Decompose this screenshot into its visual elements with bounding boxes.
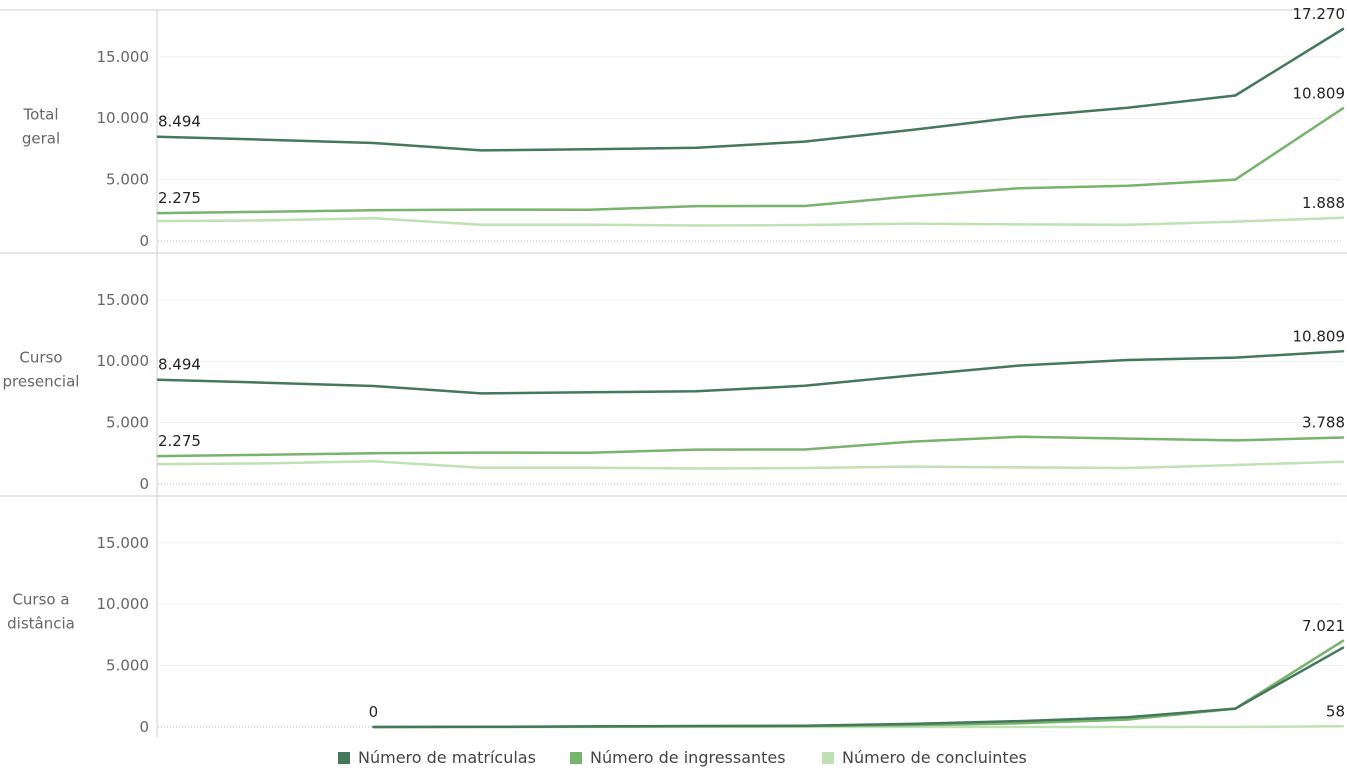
data-label: 10.809 [1293, 84, 1346, 102]
row-label: Curso a [12, 591, 69, 609]
data-label: 1.888 [1302, 194, 1345, 212]
series-line-ingressantes [372, 639, 1345, 729]
data-label: 7.021 [1302, 617, 1345, 635]
y-tick-label: 10.000 [97, 595, 150, 613]
y-tick-label: 15.000 [97, 291, 150, 309]
data-label: 8.494 [158, 356, 201, 374]
data-label: 0 [369, 703, 379, 721]
data-label: 2.275 [158, 432, 201, 450]
legend-swatch-ingressantes [570, 752, 582, 764]
data-label: 17.270 [1293, 5, 1346, 23]
y-tick-label: 5.000 [106, 657, 149, 675]
y-tick-label: 0 [139, 232, 149, 250]
y-tick-label: 10.000 [97, 352, 150, 370]
y-tick-label: 15.000 [97, 48, 150, 66]
row-label: distância [7, 615, 75, 633]
series-line-matriculas [156, 27, 1345, 152]
series-line-matriculas [156, 350, 1345, 395]
y-tick-label: 5.000 [106, 414, 149, 432]
row-label: Curso [19, 349, 62, 367]
y-tick-label: 0 [139, 475, 149, 493]
y-tick-label: 10.000 [97, 109, 150, 127]
legend-label-matriculas: Número de matrículas [358, 748, 536, 767]
series-line-concluintes [156, 460, 1345, 470]
series-line-ingressantes [156, 435, 1345, 458]
data-label: 10.809 [1293, 327, 1346, 345]
row-label: Total [22, 106, 58, 124]
legend-label-ingressantes: Número de ingressantes [590, 748, 786, 767]
y-tick-label: 5.000 [106, 171, 149, 189]
y-tick-label: 15.000 [97, 534, 150, 552]
row-label: geral [22, 130, 60, 148]
legend-swatch-concluintes [822, 752, 834, 764]
legend-swatch-matriculas [338, 752, 350, 764]
row-label: presencial [3, 373, 80, 391]
data-label: 2.275 [158, 189, 201, 207]
series-line-matriculas [372, 646, 1345, 729]
series-line-concluintes [156, 216, 1345, 227]
data-label: 58 [1326, 702, 1345, 720]
data-label: 3.788 [1302, 413, 1345, 431]
y-tick-label: 0 [139, 718, 149, 736]
data-label: 8.494 [158, 113, 201, 131]
legend-label-concluintes: Número de concluintes [842, 748, 1027, 767]
series-line-ingressantes [156, 107, 1345, 215]
